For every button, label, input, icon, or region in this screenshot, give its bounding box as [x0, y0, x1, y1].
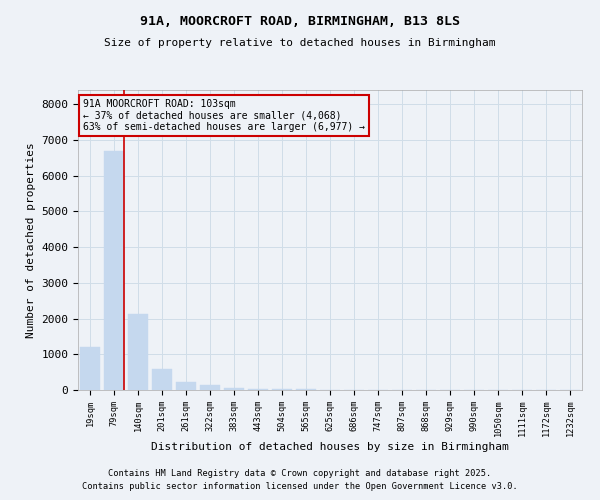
- Bar: [176, 382, 196, 390]
- Bar: [272, 389, 292, 390]
- X-axis label: Distribution of detached houses by size in Birmingham: Distribution of detached houses by size …: [151, 442, 509, 452]
- Bar: [128, 314, 148, 390]
- Text: 91A, MOORCROFT ROAD, BIRMINGHAM, B13 8LS: 91A, MOORCROFT ROAD, BIRMINGHAM, B13 8LS: [140, 15, 460, 28]
- Text: Size of property relative to detached houses in Birmingham: Size of property relative to detached ho…: [104, 38, 496, 48]
- Text: 91A MOORCROFT ROAD: 103sqm
← 37% of detached houses are smaller (4,068)
63% of s: 91A MOORCROFT ROAD: 103sqm ← 37% of deta…: [83, 99, 365, 132]
- Bar: [80, 347, 100, 390]
- Bar: [104, 152, 124, 390]
- Bar: [248, 388, 268, 390]
- Bar: [224, 388, 244, 390]
- Text: Contains public sector information licensed under the Open Government Licence v3: Contains public sector information licen…: [82, 482, 518, 491]
- Bar: [152, 369, 172, 390]
- Bar: [200, 386, 220, 390]
- Text: Contains HM Land Registry data © Crown copyright and database right 2025.: Contains HM Land Registry data © Crown c…: [109, 468, 491, 477]
- Y-axis label: Number of detached properties: Number of detached properties: [26, 142, 36, 338]
